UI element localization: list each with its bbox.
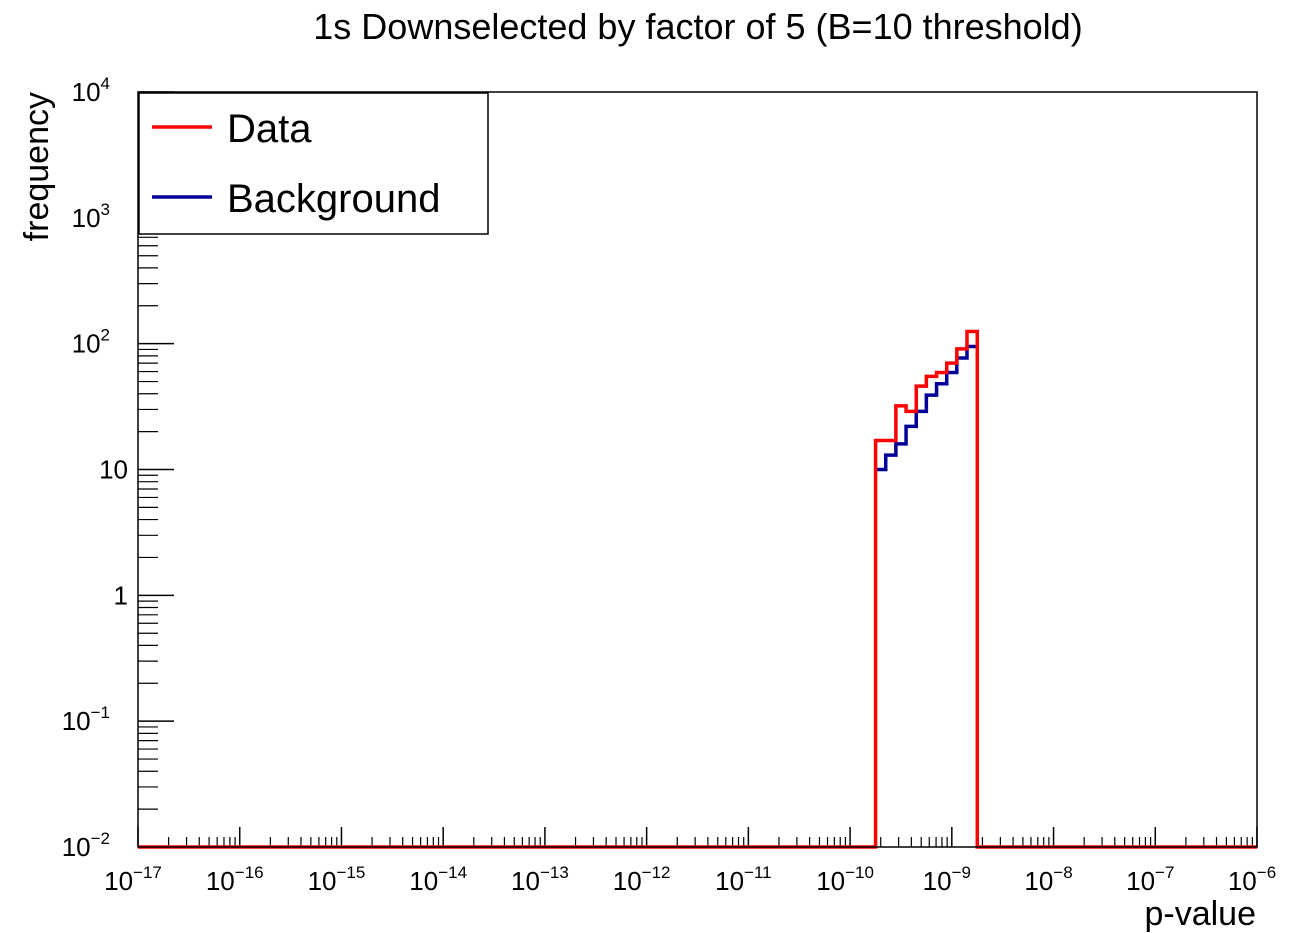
- tick-base: 10: [72, 77, 101, 107]
- x-axis-label: p-value: [1144, 895, 1256, 933]
- tick-base: 10: [816, 866, 845, 896]
- tick-exponent: −14: [438, 863, 467, 882]
- tick-base: 10: [62, 832, 91, 862]
- tick-exponent: −13: [540, 863, 569, 882]
- x-tick-labels: 10−17 10−16 10−15 10−14 10−13 10−12 10−11 10−10…: [104, 863, 1276, 896]
- x-tick-label: 10−10: [816, 863, 874, 896]
- series-background-line: [875, 344, 978, 472]
- legend-label-background: Background: [227, 177, 440, 221]
- x-tick-label: 10−6: [1228, 863, 1276, 896]
- tick-exponent: −7: [1155, 863, 1174, 882]
- x-tick-label: 10−17: [104, 863, 162, 896]
- y-tick-label: 10−2: [62, 829, 110, 862]
- x-tick-label: 10−15: [308, 863, 366, 896]
- series-layer: [138, 329, 1257, 849]
- tick-exponent: −2: [91, 829, 110, 848]
- chart-title: 1s Downselected by factor of 5 (B=10 thr…: [313, 6, 1082, 47]
- legend-box: [138, 92, 489, 235]
- x-tick-label: 10−14: [409, 863, 467, 896]
- x-tick-label: 10−12: [613, 863, 671, 896]
- tick-base: 10: [511, 866, 540, 896]
- tick-exponent: −9: [952, 863, 971, 882]
- x-tick-label: 10−9: [923, 863, 971, 896]
- tick-base: 10: [308, 866, 337, 896]
- tick-base: 10: [715, 866, 744, 896]
- y-tick-label: 1: [114, 580, 128, 610]
- x-tick-label: 10−16: [206, 863, 264, 896]
- x-tick-label: 10−8: [1024, 863, 1072, 896]
- series-data-line: [138, 329, 1257, 849]
- legend: Data Background: [138, 92, 489, 235]
- tick-base: 10: [1228, 866, 1257, 896]
- tick-exponent: −1: [91, 703, 110, 722]
- tick-exponent: −12: [642, 863, 671, 882]
- legend-label-data: Data: [227, 107, 312, 151]
- tick-exponent: 4: [101, 74, 110, 93]
- tick-base: 10: [72, 329, 101, 359]
- tick-exponent: −6: [1257, 863, 1276, 882]
- tick-exponent: 2: [101, 326, 110, 345]
- tick-exponent: 3: [101, 200, 110, 219]
- y-tick-label: 10: [99, 455, 128, 485]
- tick-base: 10: [206, 866, 235, 896]
- y-tick-label: 103: [72, 200, 110, 233]
- tick-base: 10: [1126, 866, 1155, 896]
- y-tick-label: 10−1: [62, 703, 110, 736]
- tick-base: 1: [114, 580, 128, 610]
- x-tick-label: 10−13: [511, 863, 569, 896]
- tick-exponent: −8: [1053, 863, 1072, 882]
- tick-base: 10: [409, 866, 438, 896]
- y-axis-label: frequency: [18, 92, 56, 241]
- tick-base: 10: [923, 866, 952, 896]
- y-tick-label: 102: [72, 326, 110, 359]
- y-tick-label: 104: [72, 74, 110, 107]
- x-tick-label: 10−11: [715, 863, 772, 896]
- tick-base: 10: [1024, 866, 1053, 896]
- tick-base: 10: [72, 203, 101, 233]
- tick-base: 10: [99, 455, 128, 485]
- tick-base: 10: [62, 706, 91, 736]
- plot-frame: [137, 91, 1258, 848]
- tick-exponent: −16: [235, 863, 264, 882]
- tick-exponent: −11: [744, 863, 772, 882]
- tick-exponent: −17: [133, 863, 162, 882]
- tick-exponent: −15: [336, 863, 365, 882]
- x-tick-label: 10−7: [1126, 863, 1174, 896]
- tick-base: 10: [104, 866, 133, 896]
- tick-base: 10: [613, 866, 642, 896]
- tick-exponent: −10: [845, 863, 874, 882]
